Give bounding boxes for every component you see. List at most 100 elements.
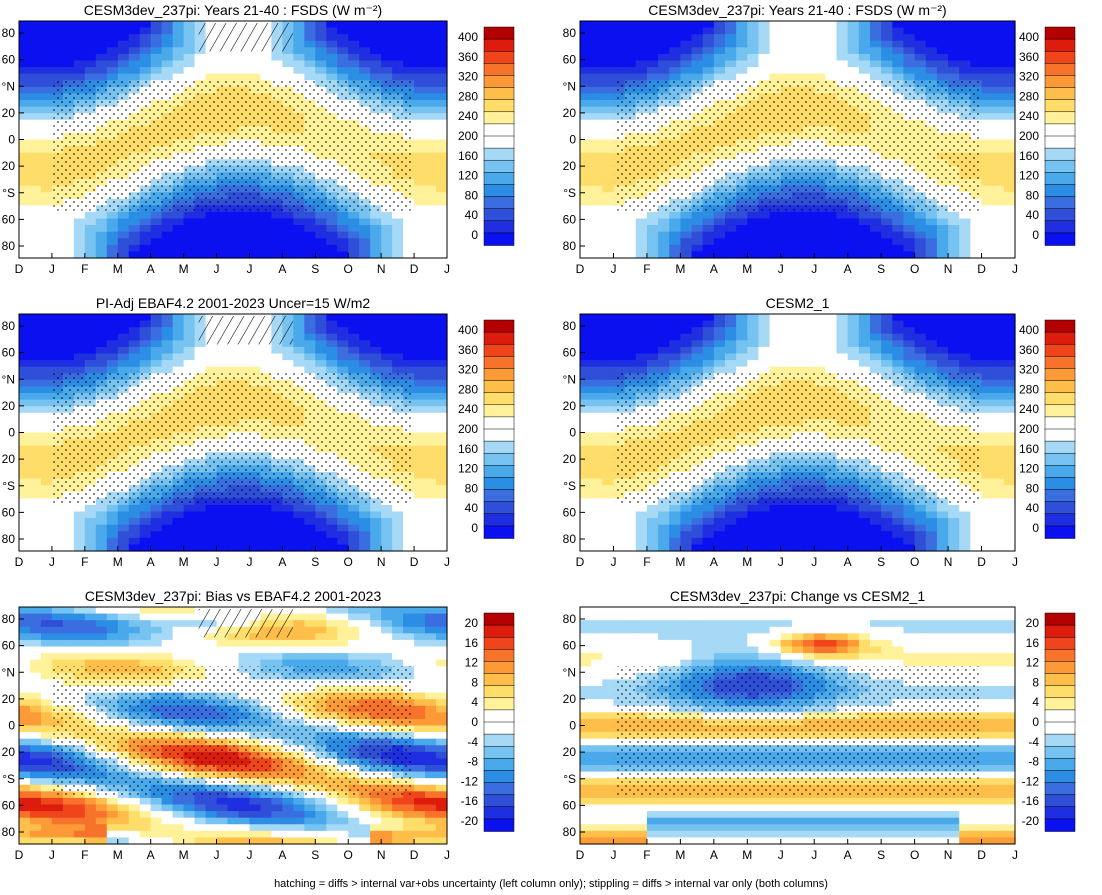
heatmap-cell	[40, 379, 53, 388]
heatmap-cell	[992, 106, 1005, 114]
heatmap-cell	[414, 205, 426, 213]
heatmap-cell	[40, 34, 53, 42]
heatmap-cell	[948, 211, 960, 220]
heatmap-cell	[370, 544, 382, 552]
heatmap-cell	[591, 465, 603, 473]
heatmap-cell	[29, 320, 42, 328]
heatmap-cell	[128, 524, 141, 532]
heatmap-cell	[870, 47, 882, 55]
heatmap-cell	[691, 511, 704, 519]
heatmap-cell	[40, 251, 53, 259]
heatmap-cell	[591, 393, 603, 401]
heatmap-cell	[128, 225, 141, 233]
heatmap-cell	[62, 360, 75, 368]
heatmap-cell	[172, 218, 185, 226]
heatmap-cell	[62, 27, 75, 35]
heatmap-cell	[425, 412, 437, 420]
heatmap-cell	[669, 320, 681, 328]
heatmap-cell	[19, 126, 31, 134]
x-tick-label: M	[179, 555, 189, 569]
heatmap-cell	[238, 366, 251, 374]
heatmap-cell	[959, 211, 971, 220]
heatmap-cell	[992, 211, 1005, 220]
heatmap-cell	[84, 320, 97, 328]
heatmap-cell	[414, 379, 426, 388]
heatmap-cell	[205, 231, 218, 239]
heatmap-cell	[858, 67, 871, 75]
heatmap-cell	[40, 205, 53, 213]
x-tick-label: J	[214, 555, 220, 569]
heatmap-cell	[602, 73, 615, 81]
heatmap-cell	[51, 537, 64, 546]
heatmap-cell	[260, 524, 273, 532]
heatmap-cell	[337, 238, 349, 246]
heatmap-cell	[139, 67, 152, 75]
heatmap-cell	[713, 353, 726, 361]
heatmap-cell	[40, 86, 53, 95]
heatmap-cell	[803, 53, 815, 62]
heatmap-cell	[29, 40, 42, 48]
heatmap-cell	[326, 67, 338, 75]
heatmap-cell	[646, 47, 659, 55]
heatmap-cell	[359, 524, 371, 532]
heatmap-cell	[392, 544, 404, 552]
heatmap-cell	[106, 27, 119, 35]
heatmap-cell	[238, 524, 251, 532]
heatmap-cell	[249, 73, 262, 81]
heatmap-cell	[51, 21, 64, 29]
heatmap-cell	[769, 27, 782, 35]
heatmap-cell	[161, 244, 174, 253]
heatmap-cell	[680, 524, 693, 532]
heatmap-cell	[580, 159, 592, 167]
heatmap-cell	[981, 185, 994, 193]
heatmap-cell	[658, 320, 670, 328]
heatmap-cell	[580, 386, 592, 394]
heatmap-cell	[436, 152, 448, 160]
heatmap-cell	[19, 458, 31, 467]
heatmap-cell	[29, 472, 42, 480]
heatmap-cell	[803, 238, 815, 246]
heatmap-cell	[602, 165, 615, 174]
heatmap-cell	[436, 366, 448, 374]
heatmap-cell	[260, 504, 273, 513]
heatmap-cell	[680, 333, 693, 341]
heatmap-cell	[436, 314, 448, 322]
heatmap-cell	[780, 21, 793, 29]
heatmap-cell	[658, 251, 670, 259]
heatmap-cell	[602, 432, 615, 440]
heatmap-cell	[304, 27, 316, 35]
heatmap-cell	[84, 21, 97, 29]
heatmap-cell	[117, 537, 130, 546]
heatmap-cell	[326, 531, 338, 539]
heatmap-cell	[40, 478, 53, 486]
heatmap-cell	[172, 27, 185, 35]
heatmap-cell	[725, 340, 737, 348]
heatmap-cell	[150, 531, 163, 539]
heatmap-cell	[580, 244, 592, 253]
heatmap-cell	[227, 211, 240, 220]
heatmap-cell	[580, 327, 592, 335]
heatmap-cell	[870, 238, 882, 246]
heatmap-cell	[725, 511, 737, 519]
heatmap-cell	[713, 511, 726, 519]
heatmap-cell	[580, 458, 592, 467]
heatmap-cell	[29, 73, 42, 81]
heatmap-cell	[414, 34, 426, 42]
heatmap-cell	[635, 47, 648, 55]
heatmap-cell	[635, 320, 648, 328]
heatmap-cell	[19, 34, 31, 42]
heatmap-cell	[992, 244, 1005, 253]
heatmap-cell	[436, 205, 448, 213]
heatmap-cell	[403, 524, 415, 532]
heatmap-cell	[381, 231, 393, 239]
heatmap-cell	[758, 27, 771, 35]
heatmap-cell	[282, 225, 294, 233]
colorbar-label: 0	[471, 521, 478, 535]
heatmap-cell	[183, 244, 196, 253]
heatmap-cell	[128, 360, 141, 368]
heatmap-cell	[106, 47, 119, 55]
heatmap-cell	[580, 231, 592, 239]
heatmap-cell	[1003, 251, 1016, 259]
heatmap-cell	[580, 93, 592, 101]
heatmap-cell	[117, 518, 130, 526]
